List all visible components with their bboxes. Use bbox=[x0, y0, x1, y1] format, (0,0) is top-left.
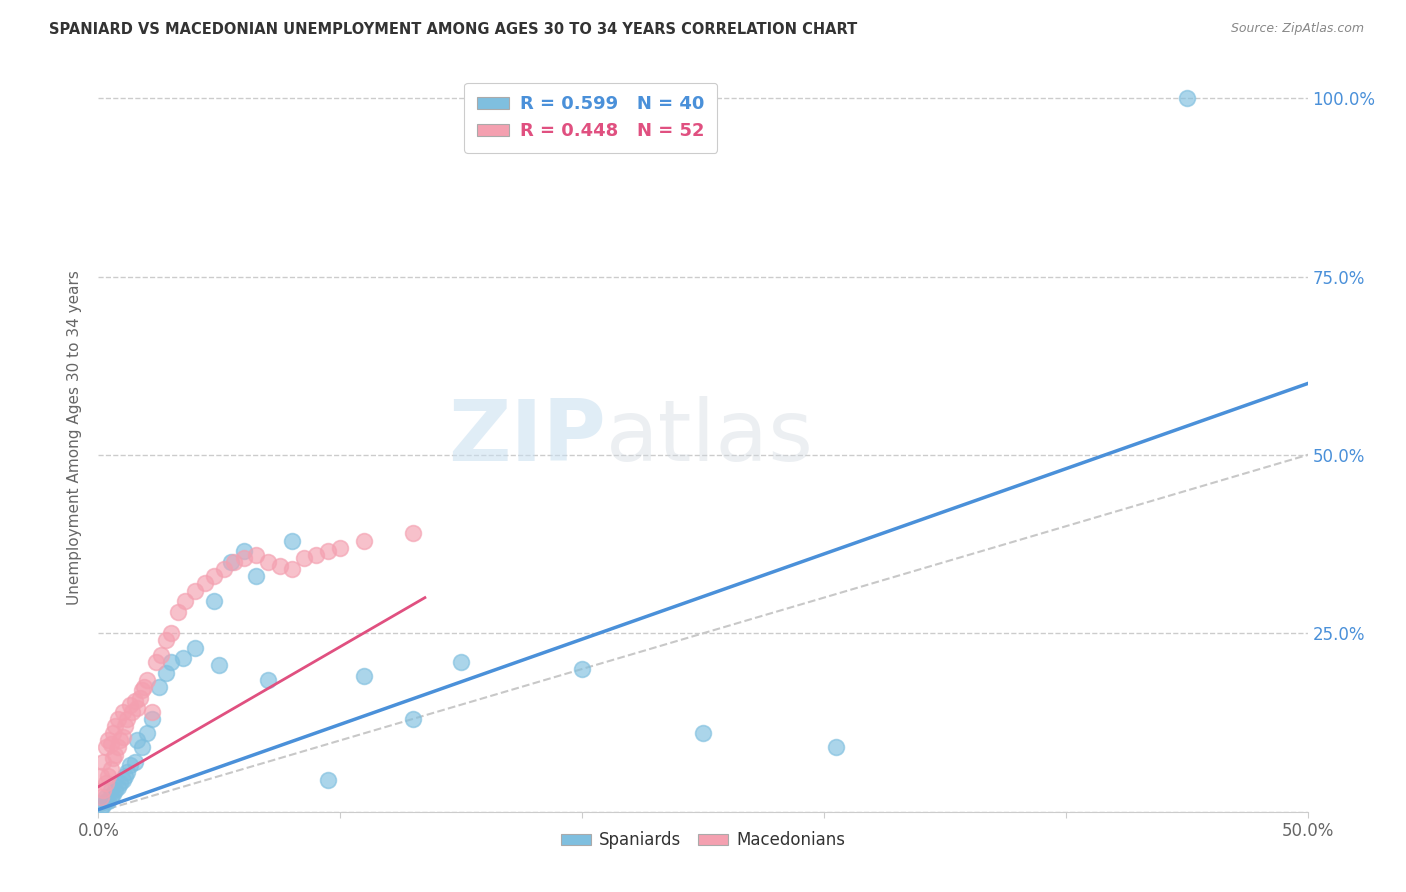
Point bbox=[184, 583, 207, 598]
Point bbox=[245, 569, 267, 583]
Point bbox=[353, 533, 375, 548]
Point bbox=[94, 790, 117, 805]
Point bbox=[281, 562, 304, 576]
Point bbox=[292, 551, 315, 566]
Point bbox=[91, 783, 114, 797]
Point bbox=[1175, 91, 1198, 105]
Point bbox=[208, 658, 231, 673]
Point bbox=[97, 794, 120, 808]
Point bbox=[204, 569, 226, 583]
Point bbox=[450, 655, 472, 669]
Point bbox=[117, 712, 139, 726]
Point bbox=[100, 737, 122, 751]
Point bbox=[256, 555, 278, 569]
Point bbox=[107, 740, 129, 755]
Point bbox=[104, 719, 127, 733]
Point bbox=[104, 747, 127, 762]
Point bbox=[167, 605, 190, 619]
Point bbox=[94, 794, 117, 808]
Point bbox=[111, 730, 134, 744]
Point bbox=[571, 662, 593, 676]
Point bbox=[94, 776, 117, 790]
Point bbox=[134, 680, 156, 694]
Point bbox=[353, 669, 375, 683]
Point bbox=[101, 787, 124, 801]
Point bbox=[131, 683, 153, 698]
Point bbox=[150, 648, 173, 662]
Point bbox=[104, 783, 127, 797]
Point bbox=[141, 705, 163, 719]
Point bbox=[107, 780, 129, 794]
Point bbox=[107, 712, 129, 726]
Point bbox=[121, 705, 143, 719]
Point bbox=[97, 769, 120, 783]
Point bbox=[90, 801, 112, 815]
Point bbox=[281, 533, 304, 548]
Point bbox=[101, 751, 124, 765]
Point bbox=[174, 594, 197, 608]
Point bbox=[135, 673, 157, 687]
Point bbox=[160, 655, 183, 669]
Point bbox=[155, 633, 177, 648]
Point bbox=[108, 776, 131, 790]
Point bbox=[118, 758, 141, 772]
Legend: Spaniards, Macedonians: Spaniards, Macedonians bbox=[554, 824, 852, 855]
Point bbox=[172, 651, 194, 665]
Text: atlas: atlas bbox=[606, 395, 814, 479]
Point bbox=[222, 555, 245, 569]
Point bbox=[184, 640, 207, 655]
Point bbox=[91, 755, 114, 769]
Point bbox=[100, 762, 122, 776]
Point bbox=[160, 626, 183, 640]
Point bbox=[305, 548, 328, 562]
Point bbox=[114, 719, 136, 733]
Point bbox=[825, 740, 848, 755]
Point bbox=[232, 551, 254, 566]
Point bbox=[402, 526, 425, 541]
Point bbox=[101, 726, 124, 740]
Point bbox=[94, 740, 117, 755]
Point bbox=[124, 694, 146, 708]
Point bbox=[90, 769, 112, 783]
Point bbox=[135, 726, 157, 740]
Point bbox=[221, 555, 243, 569]
Point bbox=[232, 544, 254, 558]
Point bbox=[111, 705, 134, 719]
Point bbox=[131, 740, 153, 755]
Point bbox=[117, 765, 139, 780]
Point bbox=[269, 558, 291, 573]
Point bbox=[148, 680, 170, 694]
Point bbox=[256, 673, 278, 687]
Point bbox=[245, 548, 267, 562]
Point bbox=[316, 544, 339, 558]
Point bbox=[212, 562, 235, 576]
Point bbox=[316, 772, 339, 787]
Point bbox=[111, 772, 134, 787]
Text: SPANIARD VS MACEDONIAN UNEMPLOYMENT AMONG AGES 30 TO 34 YEARS CORRELATION CHART: SPANIARD VS MACEDONIAN UNEMPLOYMENT AMON… bbox=[49, 22, 858, 37]
Point bbox=[91, 797, 114, 812]
Point bbox=[108, 733, 131, 747]
Point bbox=[114, 769, 136, 783]
Point bbox=[118, 698, 141, 712]
Point bbox=[127, 701, 149, 715]
Point bbox=[145, 655, 167, 669]
Point bbox=[194, 576, 217, 591]
Point bbox=[97, 733, 120, 747]
Text: Source: ZipAtlas.com: Source: ZipAtlas.com bbox=[1230, 22, 1364, 36]
Point bbox=[329, 541, 352, 555]
Point bbox=[402, 712, 425, 726]
Point bbox=[90, 790, 112, 805]
Point bbox=[141, 712, 163, 726]
Point bbox=[127, 733, 149, 747]
Text: ZIP: ZIP bbox=[449, 395, 606, 479]
Point bbox=[124, 755, 146, 769]
Point bbox=[100, 783, 122, 797]
Point bbox=[692, 726, 714, 740]
Point bbox=[100, 790, 122, 805]
Point bbox=[128, 690, 150, 705]
Point bbox=[155, 665, 177, 680]
Y-axis label: Unemployment Among Ages 30 to 34 years: Unemployment Among Ages 30 to 34 years bbox=[67, 269, 83, 605]
Point bbox=[204, 594, 226, 608]
